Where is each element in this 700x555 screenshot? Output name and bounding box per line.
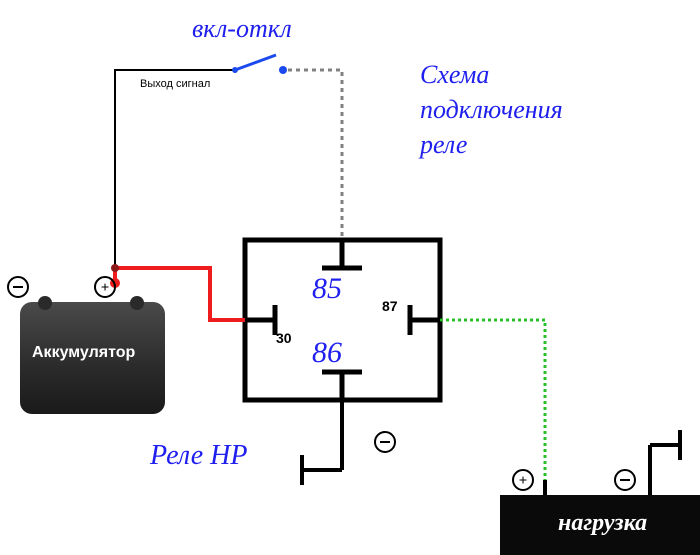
battery-terminal-right: [130, 296, 144, 310]
switch-label: вкл-откл: [192, 14, 292, 44]
wiring-diagram: + +: [0, 0, 700, 555]
terminal-87: [410, 305, 438, 335]
pin-87-label: 87: [382, 298, 398, 314]
pin-86-label: 86: [312, 336, 342, 370]
load-label: нагрузка: [558, 510, 647, 537]
pin-85-label: 85: [312, 272, 342, 306]
title-3: реле: [420, 130, 467, 160]
black-signal-wire: [115, 70, 235, 268]
signal-out-label: Выход сигнал: [140, 78, 210, 90]
load-ground: [650, 430, 680, 495]
terminal-85: [322, 242, 362, 268]
switch-icon: [232, 55, 287, 74]
svg-text:+: +: [519, 473, 528, 489]
gray-dashed-wire: [288, 70, 342, 240]
terminal-86: [322, 372, 362, 398]
title-2: подключения: [420, 95, 563, 125]
battery-label: Аккумулятор: [32, 344, 135, 362]
svg-text:+: +: [101, 280, 110, 296]
pin-30-label: 30: [276, 330, 292, 346]
relay-name-label: Реле НР: [150, 440, 247, 472]
ground-86: [302, 400, 342, 485]
green-wire: [440, 320, 545, 480]
title-1: Схема: [420, 60, 489, 90]
battery-terminal-left: [38, 296, 52, 310]
terminal-30: [247, 305, 275, 335]
